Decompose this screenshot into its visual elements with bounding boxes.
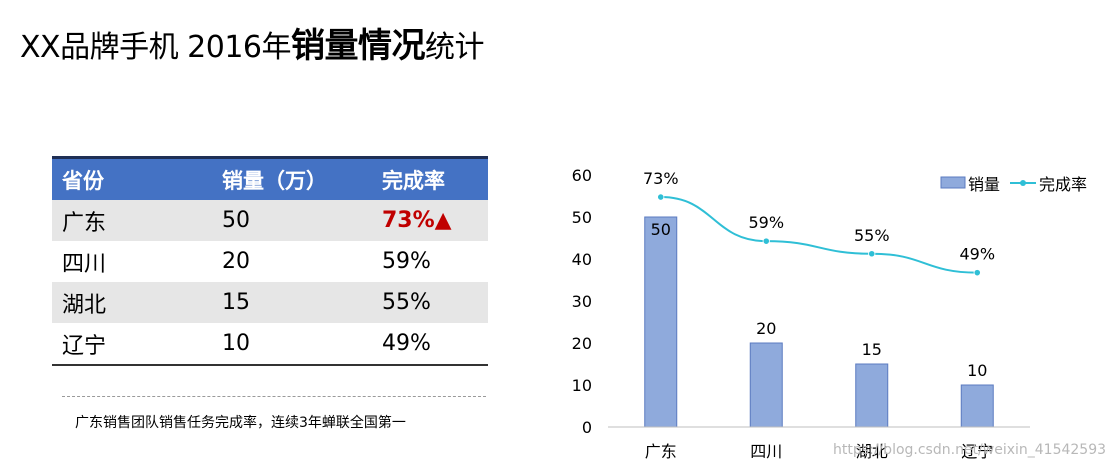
x-tick-label: 湖北 — [856, 442, 888, 461]
legend-bar-label: 销量 — [968, 175, 1000, 194]
table-row: 广东 50 73%▲ — [52, 200, 488, 241]
y-tick-label: 0 — [582, 418, 592, 437]
cell-province: 四川 — [62, 251, 107, 277]
rate-point — [868, 250, 876, 258]
table-row: 辽宁 10 49% — [52, 323, 488, 366]
y-tick-label: 20 — [572, 334, 592, 353]
cell-rate: 59% — [382, 249, 431, 274]
cell-province: 广东 — [52, 200, 212, 241]
rate-point — [973, 269, 981, 277]
rate-data-label: 49% — [959, 245, 995, 264]
cell-rate: 49% — [372, 323, 488, 366]
table-row: 湖北 15 55% — [52, 282, 488, 323]
header-province: 省份 — [52, 156, 212, 200]
header-rate: 完成率 — [372, 156, 488, 200]
x-tick-label: 四川 — [750, 442, 782, 461]
cell-rate: 73%▲ — [372, 200, 488, 241]
bar — [960, 384, 994, 428]
page-title: XX品牌手机 2016年销量情况统计 — [20, 18, 485, 67]
bar — [644, 216, 678, 428]
legend-line-marker — [1020, 180, 1026, 186]
table-header-row: 省份 销量（万） 完成率 — [52, 156, 488, 200]
x-tick-label: 辽宁 — [961, 442, 993, 461]
x-tick-label: 广东 — [645, 442, 677, 461]
y-tick-label: 30 — [572, 292, 592, 311]
bar-data-label: 20 — [756, 319, 776, 338]
table-row: 四川 20 59% — [52, 241, 488, 282]
cell-province: 辽宁 — [52, 323, 212, 366]
bar — [855, 363, 889, 428]
title-prefix: XX品牌手机 2016年 — [20, 30, 292, 65]
dashed-divider — [62, 396, 486, 397]
header-sales: 销量（万） — [212, 156, 372, 200]
rate-data-label: 55% — [854, 226, 890, 245]
cell-sales: 10 — [212, 323, 372, 366]
title-emphasis: 销量情况 — [291, 26, 426, 66]
rate-line — [660, 196, 978, 274]
y-tick-label: 40 — [572, 250, 592, 269]
cell-rate: 55% — [372, 282, 488, 323]
bar-data-label: 10 — [967, 361, 987, 380]
rate-data-label: 59% — [748, 213, 784, 232]
legend-bar-swatch — [940, 176, 966, 189]
legend-line-label: 完成率 — [1039, 175, 1087, 194]
rate-point — [657, 193, 665, 201]
y-tick-label: 50 — [572, 208, 592, 227]
watermark: https://blog.csdn.net/weixin_41542593 — [833, 442, 1107, 458]
cell-sales: 15 — [212, 282, 372, 323]
sales-table: 省份 销量（万） 完成率 广东 50 73%▲ 四川 20 59% 湖北 15 … — [52, 156, 488, 366]
cell-sales: 50 — [212, 200, 372, 241]
rate-data-label: 73% — [643, 169, 679, 188]
rate-point — [762, 237, 770, 245]
cell-sales: 20 — [222, 249, 250, 274]
bar-data-label: 50 — [651, 220, 671, 239]
bar — [749, 342, 783, 428]
bar-data-label: 15 — [862, 340, 882, 359]
y-tick-label: 10 — [572, 376, 592, 395]
cell-province: 湖北 — [52, 282, 212, 323]
y-tick-label: 60 — [572, 166, 592, 185]
title-suffix: 统计 — [425, 30, 485, 65]
footnote: 广东销售团队销售任务完成率，连续3年蝉联全国第一 — [75, 415, 406, 431]
